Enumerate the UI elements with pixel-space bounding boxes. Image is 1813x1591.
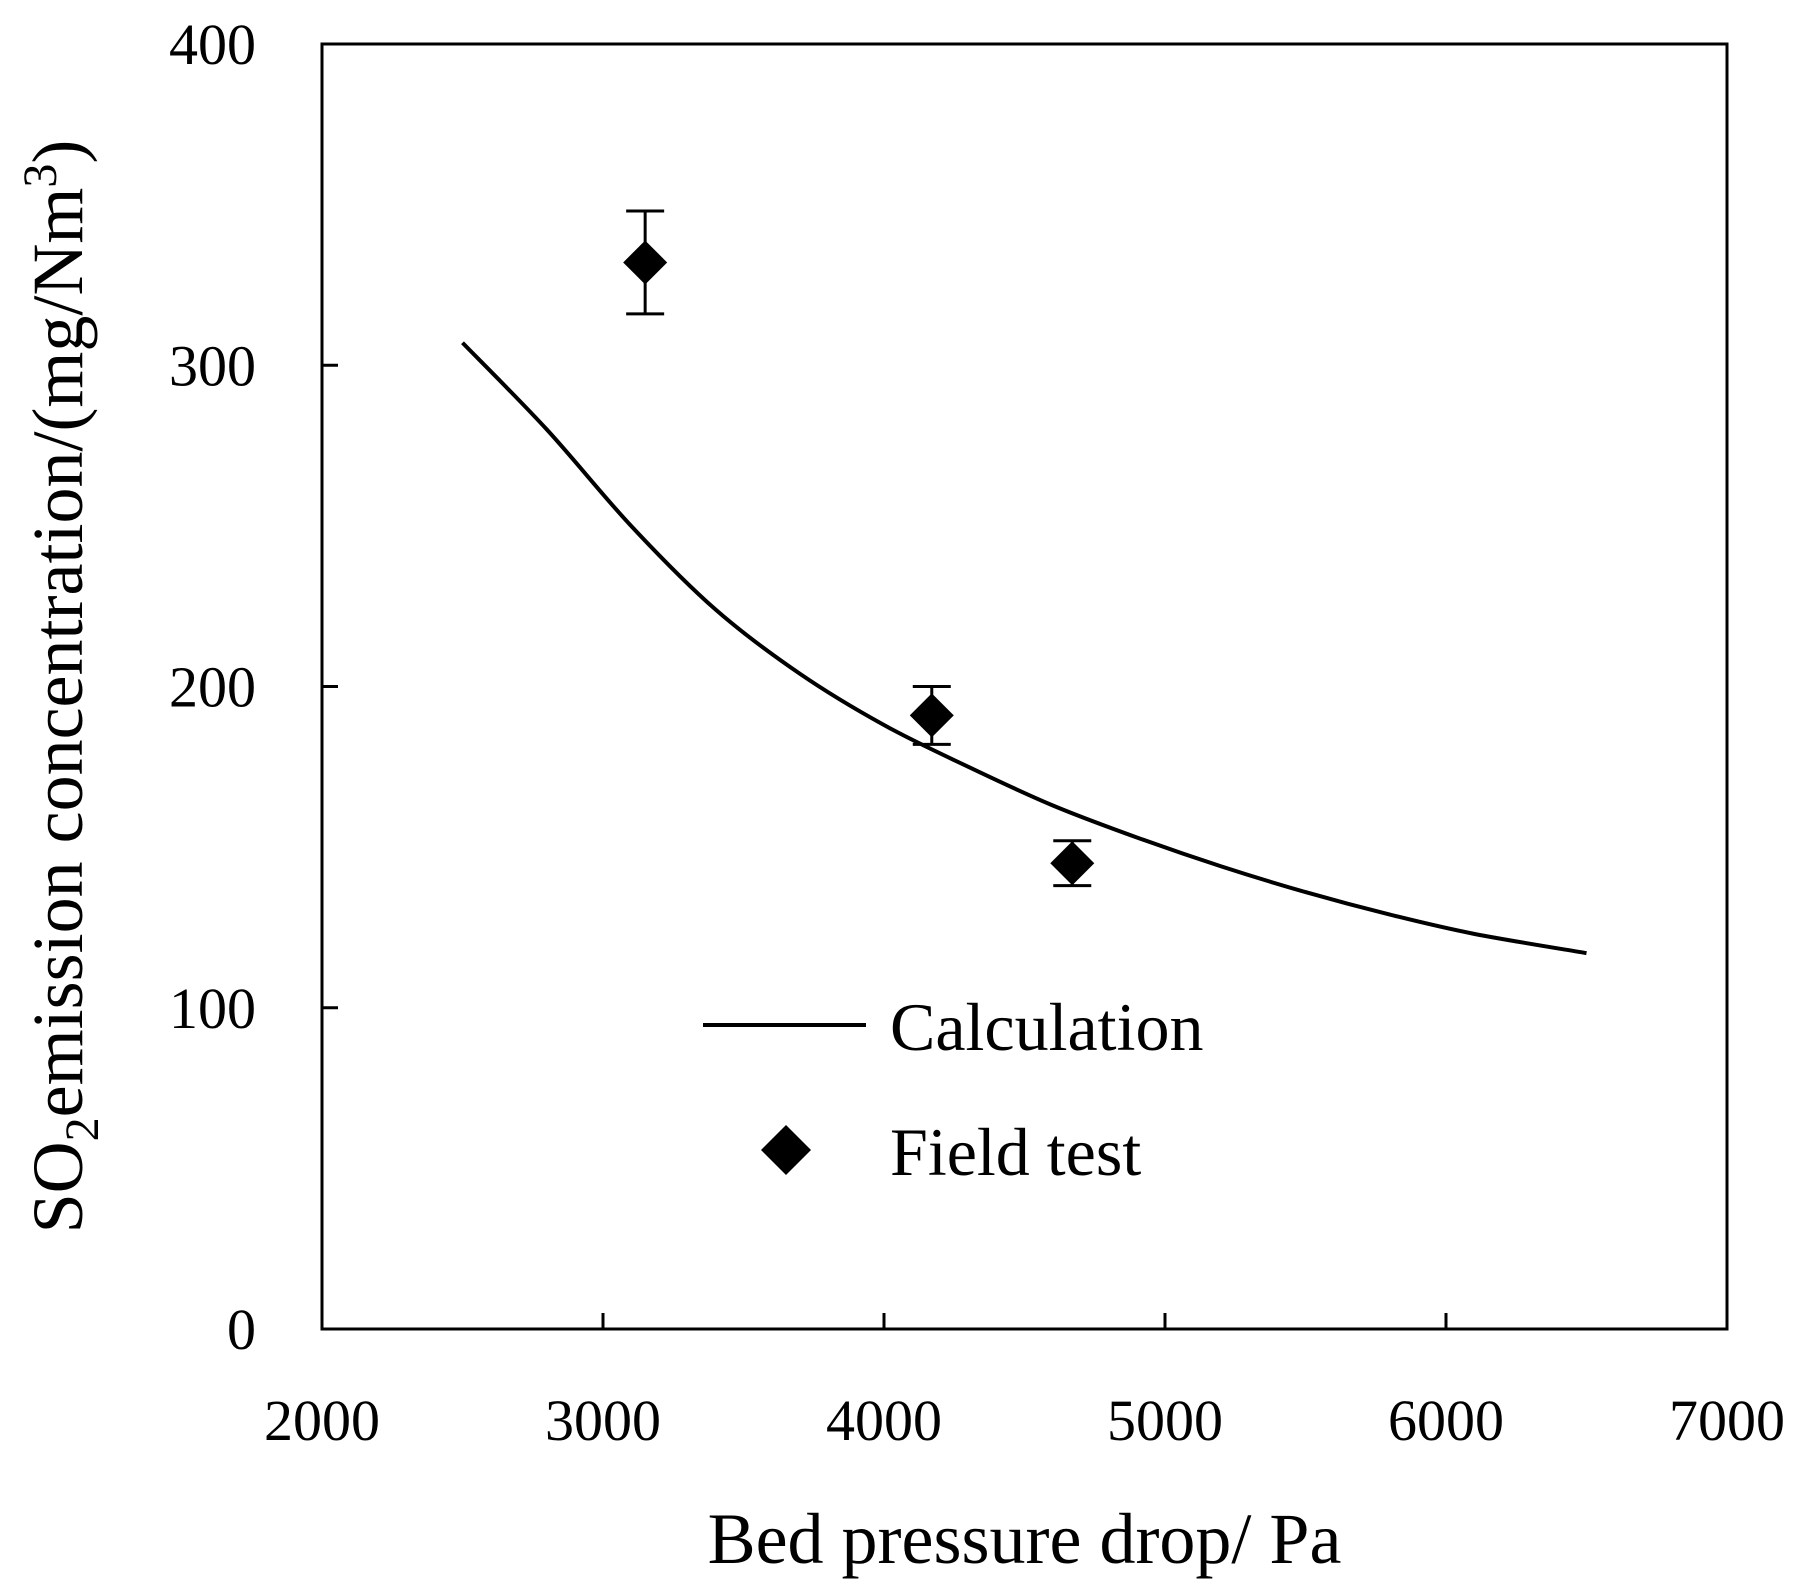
y-tick-label: 400 <box>169 12 256 77</box>
x-tick-label: 6000 <box>1388 1388 1504 1453</box>
x-axis-title: Bed pressure drop/ Pa <box>708 1499 1342 1579</box>
legend-label-field-test: Field test <box>890 1114 1141 1190</box>
y-tick-label: 0 <box>227 1297 256 1362</box>
legend-diamond-swatch <box>761 1125 811 1175</box>
field-test-marker <box>623 240 668 285</box>
calculation-line <box>461 341 1587 956</box>
field-test-marker <box>1050 841 1095 886</box>
x-tick-label: 5000 <box>1107 1388 1223 1453</box>
field-test-point <box>1050 839 1095 888</box>
field-test-point <box>623 209 668 316</box>
y-tick-label: 300 <box>169 333 256 398</box>
y-tick-label: 200 <box>169 655 256 720</box>
x-tick-label: 7000 <box>1669 1388 1785 1453</box>
y-axis-title: SO2emission concentration/(mg/Nm3) <box>14 140 109 1234</box>
legend-label-calculation: Calculation <box>890 989 1203 1065</box>
y-tick-label: 100 <box>169 976 256 1041</box>
field-test-marker <box>909 693 954 738</box>
x-tick-label: 4000 <box>826 1388 942 1453</box>
field-test-point <box>909 685 954 746</box>
x-tick-label: 2000 <box>264 1388 380 1453</box>
x-tick-label: 3000 <box>545 1388 661 1453</box>
